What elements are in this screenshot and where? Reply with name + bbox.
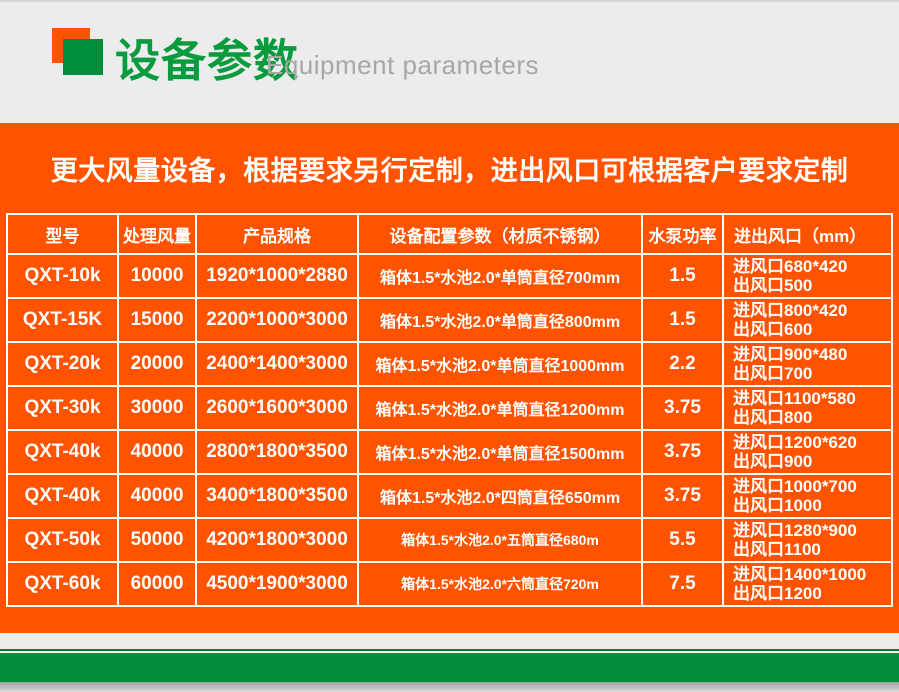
cell-pump: 3.75 [641,473,724,519]
cell-config: 箱体1.5*水池2.0*单筒直径1200mm [357,385,643,431]
table-row: QXT-40k 40000 3400*1800*3500 箱体1.5*水池2.0*四筒… [6,473,893,519]
inlet-value: 进风口680*420 [733,257,848,276]
parameters-table: 型号 处理风量 产品规格 设备配置参数（材质不锈钢） 水泵功率 进出风口（mm） QXT-… [6,213,893,607]
cell-model: QXT-30k [6,385,119,431]
table-row: QXT-10k 10000 1920*1000*2880 箱体1.5*水池2.0*单筒… [6,253,893,299]
inlet-value: 进风口1200*620 [733,433,857,452]
cell-spec: 4200*1800*3000 [195,517,359,563]
cell-config: 箱体1.5*水池2.0*单筒直径1000mm [357,341,643,387]
footer-dark-green-line [0,649,899,651]
cell-model: QXT-60k [6,561,119,607]
top-shadow [0,0,899,2]
inlet-value: 进风口1280*900 [733,521,857,540]
inlet-value: 进风口900*480 [733,345,848,364]
cell-spec: 4500*1900*3000 [195,561,359,607]
cell-config: 箱体1.5*水池2.0*单筒直径700mm [357,253,643,299]
outlet-value: 出风口500 [733,276,813,295]
outlet-value: 出风口1000 [733,496,822,515]
cell-inlet-outlet: 进风口680*420 出风口500 [722,253,893,299]
table-row: QXT-30k 30000 2600*1600*3000 箱体1.5*水池2.0*单筒… [6,385,893,431]
cell-spec: 2200*1000*3000 [195,297,359,343]
table-row: QXT-60k 60000 4500*1900*3000 箱体1.5*水池2.0*六筒… [6,561,893,607]
cell-model: QXT-10k [6,253,119,299]
cell-spec: 1920*1000*2880 [195,253,359,299]
column-header-spec: 产品规格 [195,213,359,255]
cell-spec: 2800*1800*3500 [195,429,359,475]
cell-inlet-outlet: 进风口1200*620 出风口900 [722,429,893,475]
cell-airflow: 20000 [117,341,197,387]
cell-airflow: 40000 [117,473,197,519]
cell-model: QXT-15K [6,297,119,343]
inlet-value: 进风口1000*700 [733,477,857,496]
cell-airflow: 10000 [117,253,197,299]
parameters-section: 更大风量设备，根据要求另行定制，进出风口可根据客户要求定制 型号 处理风量 产品规格… [0,123,899,633]
cell-inlet-outlet: 进风口1400*1000 出风口1200 [722,561,893,607]
cell-config: 箱体1.5*水池2.0*六筒直径720m [357,561,643,607]
page-subtitle: Equipment parameters [266,50,540,80]
green-square-icon [63,39,103,75]
gray-band [0,633,899,649]
custom-note-banner: 更大风量设备，根据要求另行定制，进出风口可根据客户要求定制 [50,155,849,186]
cell-airflow: 15000 [117,297,197,343]
cell-inlet-outlet: 进风口800*420 出风口600 [722,297,893,343]
cell-inlet-outlet: 进风口900*480 出风口700 [722,341,893,387]
section-header: 设备参数 Equipment parameters [0,2,899,123]
inlet-value: 进风口800*420 [733,301,848,320]
table-row: QXT-15K 15000 2200*1000*3000 箱体1.5*水池2.0*单筒… [6,297,893,343]
cell-pump: 1.5 [641,253,724,299]
cell-airflow: 30000 [117,385,197,431]
cell-inlet-outlet: 进风口1000*700 出风口1000 [722,473,893,519]
cell-pump: 3.75 [641,385,724,431]
column-header-io: 进出风口（mm） [722,213,893,255]
column-header-model: 型号 [6,213,119,255]
footer-white-line [0,651,899,653]
cell-config: 箱体1.5*水池2.0*单筒直径1500mm [357,429,643,475]
outlet-value: 出风口1100 [733,540,821,559]
column-header-config: 设备配置参数（材质不锈钢） [357,213,643,255]
outlet-value: 出风口1200 [733,584,822,603]
cell-spec: 2400*1400*3000 [195,341,359,387]
table-row: QXT-20k 20000 2400*1400*3000 箱体1.5*水池2.0*单筒… [6,341,893,387]
outlet-value: 出风口900 [733,452,813,471]
cell-model: QXT-40k [6,473,119,519]
table-header-row: 型号 处理风量 产品规格 设备配置参数（材质不锈钢） 水泵功率 进出风口（mm） [6,213,893,255]
cell-pump: 5.5 [641,517,724,563]
cell-config: 箱体1.5*水池2.0*单筒直径800mm [357,297,643,343]
cell-model: QXT-50k [6,517,119,563]
outlet-value: 出风口600 [733,320,813,339]
table-row: QXT-40k 40000 2800*1800*3500 箱体1.5*水池2.0*单筒… [6,429,893,475]
cell-pump: 3.75 [641,429,724,475]
cell-airflow: 40000 [117,429,197,475]
inlet-value: 进风口1100*580 [733,389,856,408]
column-header-pump: 水泵功率 [641,213,724,255]
cell-spec: 2600*1600*3000 [195,385,359,431]
table-row: QXT-50k 50000 4200*1800*3000 箱体1.5*水池2.0*五筒… [6,517,893,563]
inlet-value: 进风口1400*1000 [733,565,867,584]
bottom-shadow [0,682,899,692]
cell-model: QXT-20k [6,341,119,387]
cell-airflow: 50000 [117,517,197,563]
cell-config: 箱体1.5*水池2.0*四筒直径650mm [357,473,643,519]
cell-spec: 3400*1800*3500 [195,473,359,519]
cell-model: QXT-40k [6,429,119,475]
cell-pump: 1.5 [641,297,724,343]
cell-inlet-outlet: 进风口1280*900 出风口1100 [722,517,893,563]
page-title: 设备参数 [115,35,300,86]
logo-squares-icon [52,28,104,78]
cell-config: 箱体1.5*水池2.0*五筒直径680m [357,517,643,563]
outlet-value: 出风口800 [733,408,813,427]
column-header-airflow: 处理风量 [117,213,197,255]
outlet-value: 出风口700 [733,364,813,383]
footer-green-bar [0,653,899,682]
cell-pump: 2.2 [641,341,724,387]
cell-inlet-outlet: 进风口1100*580 出风口800 [722,385,893,431]
cell-airflow: 60000 [117,561,197,607]
cell-pump: 7.5 [641,561,724,607]
